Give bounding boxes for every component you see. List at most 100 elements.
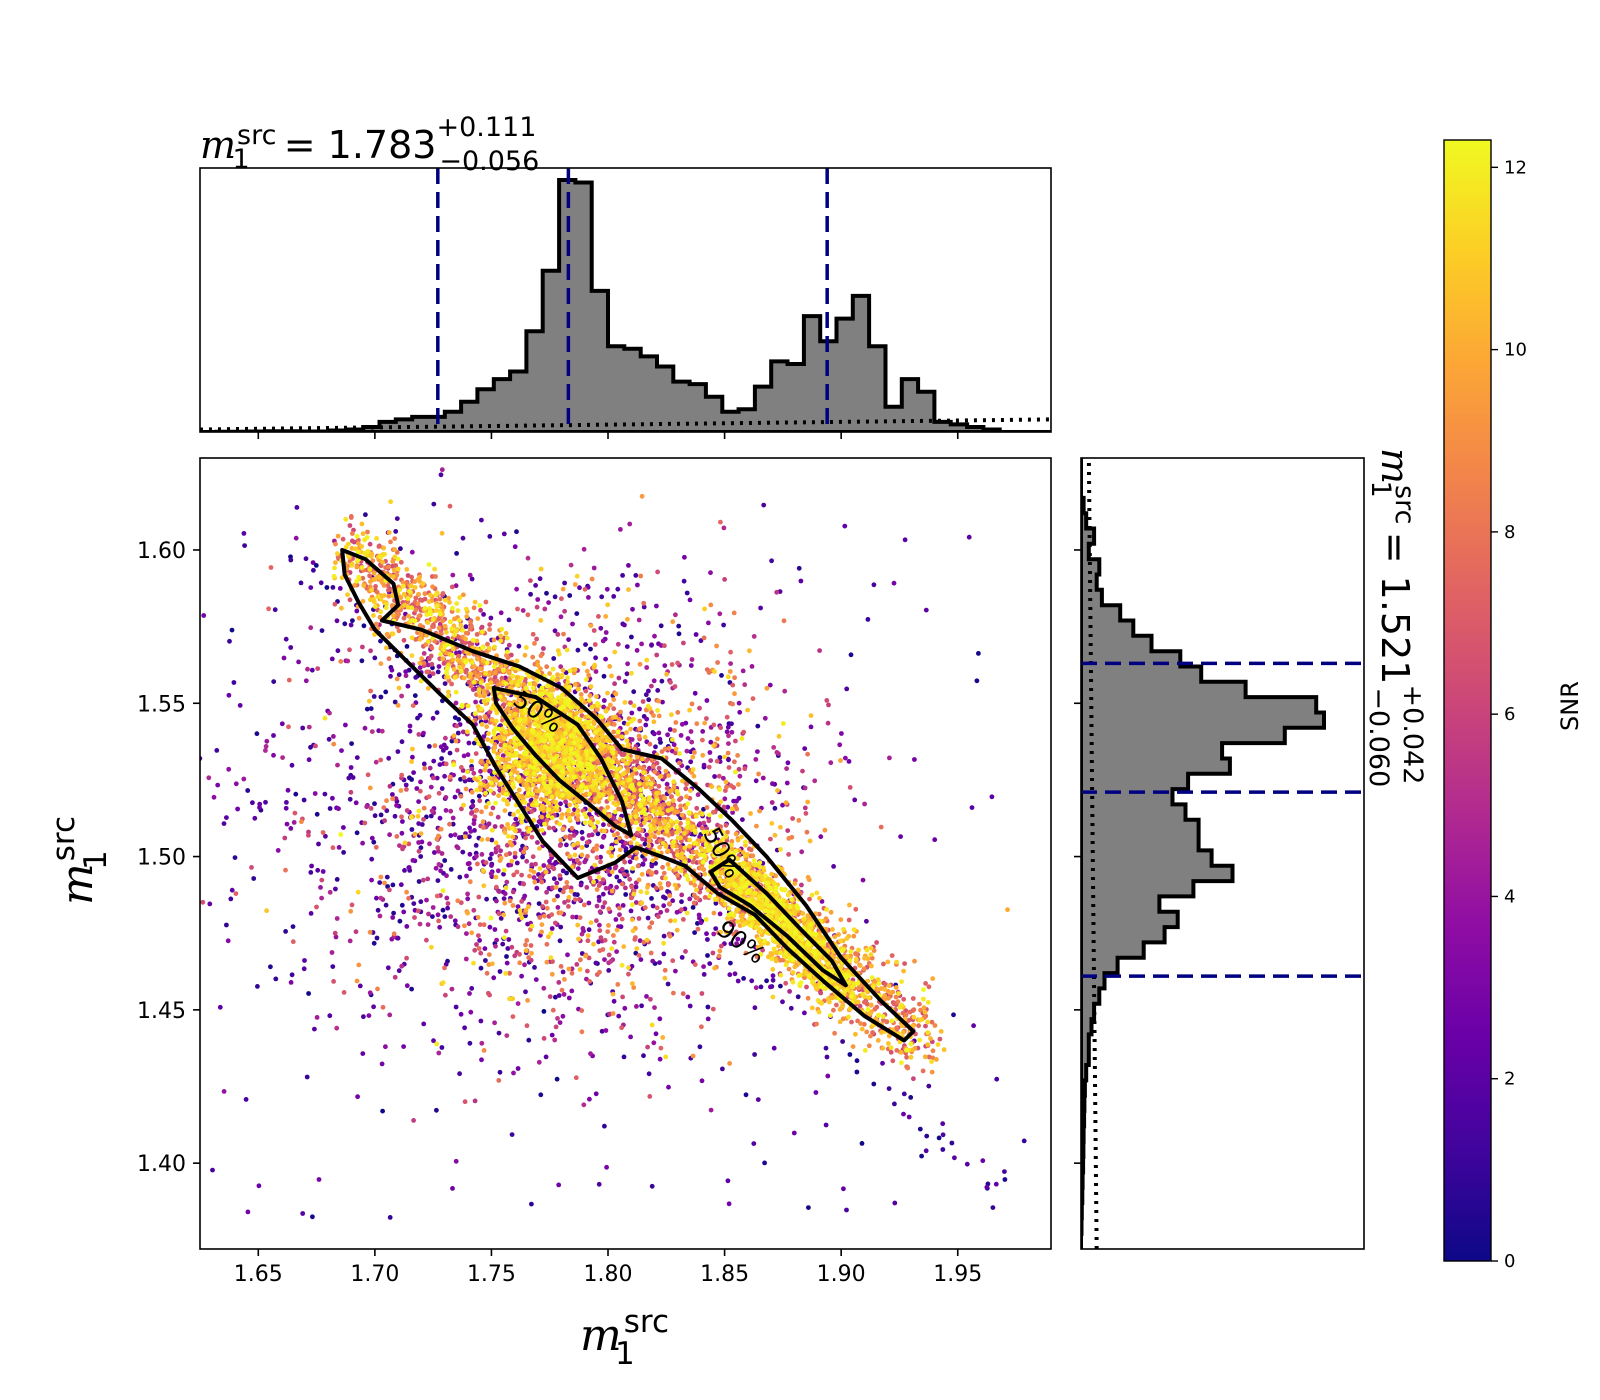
scatter-point: [564, 884, 570, 890]
scatter-point: [241, 531, 247, 536]
scatter-point: [852, 797, 858, 803]
scatter-point: [606, 952, 612, 958]
scatter-point: [688, 729, 694, 734]
scatter-point: [622, 679, 628, 684]
scatter-point: [237, 703, 243, 708]
scatter-point: [312, 791, 318, 796]
scatter-point: [412, 693, 418, 698]
scatter-point: [306, 991, 311, 996]
scatter-point: [399, 830, 405, 836]
scatter-point: [437, 924, 443, 930]
scatter-point: [511, 872, 517, 878]
scatter-point: [250, 800, 255, 806]
scatter-point: [514, 869, 520, 875]
scatter-point: [701, 972, 707, 977]
scatter-point: [633, 900, 639, 905]
scatter-point: [584, 668, 590, 674]
scatter-point: [940, 1147, 946, 1152]
scatter-point: [1002, 1169, 1007, 1174]
scatter-point: [657, 960, 662, 965]
scatter-point: [447, 774, 453, 780]
scatter-point: [396, 968, 402, 974]
scatter-point: [568, 885, 574, 891]
scatter-point: [399, 902, 405, 908]
scatter-point: [630, 606, 635, 612]
scatter-point: [560, 1013, 566, 1019]
scatter-point: [923, 1148, 929, 1154]
scatter-point: [618, 527, 623, 532]
scatter-point: [605, 868, 611, 874]
scatter-point: [770, 781, 775, 787]
scatter-point: [620, 994, 625, 1000]
scatter-point: [445, 901, 451, 906]
scatter-point: [551, 825, 557, 831]
scatter-point: [515, 606, 520, 612]
scatter-point: [919, 1153, 924, 1159]
scatter-point: [560, 969, 566, 975]
scatter-point: [550, 959, 555, 964]
scatter-point: [504, 1033, 510, 1038]
scatter-point: [593, 960, 599, 966]
scatter-point: [442, 681, 448, 686]
scatter-point: [369, 856, 375, 862]
scatter-point: [541, 863, 547, 868]
scatter-point: [433, 574, 438, 579]
scatter-point: [907, 1009, 913, 1015]
scatter-point: [442, 858, 448, 863]
scatter-point: [420, 877, 426, 883]
scatter-point: [438, 868, 443, 874]
scatter-point: [731, 610, 737, 616]
scatter-point: [525, 555, 531, 561]
scatter-point: [392, 813, 398, 819]
scatter-point: [742, 766, 748, 772]
scatter-point: [544, 941, 550, 947]
scatter-point: [515, 904, 521, 909]
scatter-point: [679, 812, 685, 818]
scatter-point: [695, 895, 700, 901]
scatter-point: [502, 900, 508, 906]
scatter-point: [462, 1099, 468, 1105]
scatter-point: [416, 732, 422, 737]
scatter-point: [726, 1201, 732, 1207]
scatter-point: [552, 1037, 558, 1043]
scatter-point: [623, 840, 629, 846]
scatter-point: [520, 854, 525, 860]
scatter-point: [518, 746, 523, 752]
scatter-point: [552, 594, 558, 600]
scatter-point: [692, 750, 697, 755]
scatter-point: [416, 799, 421, 804]
scatter-point: [490, 805, 496, 811]
scatter-point: [425, 922, 431, 927]
scatter-point: [657, 844, 663, 850]
scatter-point: [560, 868, 566, 874]
scatter-point: [575, 647, 581, 653]
scatter-point: [868, 1033, 873, 1039]
scatter-point: [549, 971, 555, 977]
scatter-point: [748, 847, 754, 853]
scatter-point: [443, 735, 448, 741]
scatter-point: [235, 806, 241, 812]
scatter-point: [866, 1043, 872, 1049]
scatter-point: [606, 790, 611, 796]
scatter-point: [229, 627, 235, 633]
scatter-point: [846, 759, 852, 764]
scatter-point: [795, 994, 801, 1000]
scatter-point: [367, 929, 373, 935]
scatter-point: [596, 883, 602, 888]
scatter-point: [413, 595, 419, 601]
scatter-point: [901, 996, 907, 1002]
scatter-point: [520, 831, 526, 837]
scatter-point: [394, 611, 400, 617]
scatter-point: [349, 902, 355, 908]
scatter-point: [491, 637, 497, 643]
scatter-point: [730, 810, 735, 815]
scatter-point: [692, 882, 698, 888]
scatter-point: [485, 641, 490, 647]
scatter-point: [921, 1005, 927, 1011]
scatter-point: [805, 799, 811, 805]
scatter-point: [382, 818, 387, 824]
scatter-point: [849, 1019, 854, 1025]
scatter-point: [636, 916, 642, 921]
scatter-point: [561, 631, 566, 637]
scatter-point: [786, 852, 791, 857]
